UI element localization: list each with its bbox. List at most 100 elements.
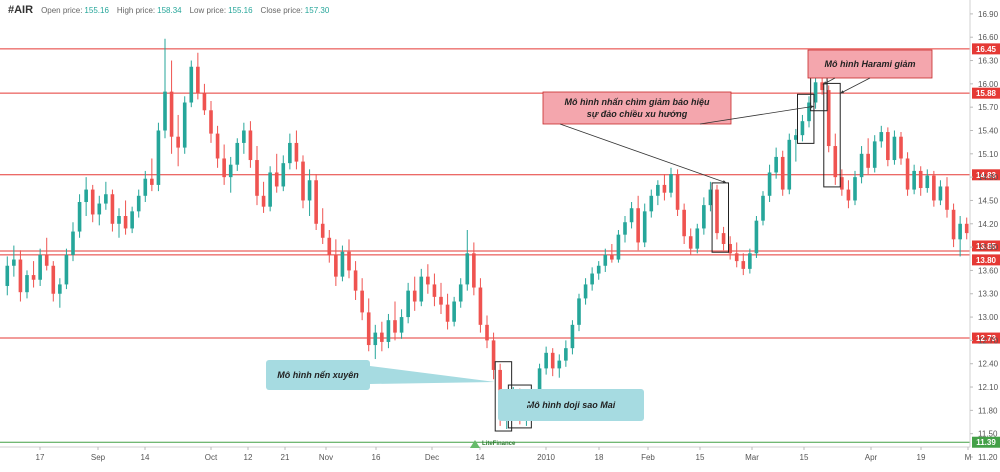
candle-body	[491, 340, 496, 370]
pattern-boxes: Mô hình Harami giảm Mô hình nhấn chìm giả…	[266, 49, 933, 432]
candle-body	[202, 93, 207, 111]
y-tick-label: 13.90	[978, 243, 999, 252]
logo-text: LiteFinance	[482, 441, 516, 447]
candle-body	[104, 194, 108, 204]
candle-body	[452, 301, 456, 322]
candle-body	[31, 275, 36, 280]
bearish-engulfing-box-1	[711, 182, 729, 253]
candle-body	[458, 284, 463, 302]
candle-body	[406, 290, 410, 318]
x-tick-label: 14	[141, 453, 150, 462]
candle-body	[610, 254, 614, 260]
candle-body	[833, 146, 838, 178]
candle-body	[550, 352, 555, 369]
candle-body	[314, 180, 318, 224]
candle-body	[695, 228, 700, 249]
candle-body	[590, 273, 594, 285]
candle-body	[688, 236, 693, 249]
y-tick-label: 15.10	[978, 150, 999, 159]
candle-body	[748, 253, 752, 269]
candle-body	[340, 251, 345, 277]
logo-icon	[470, 440, 480, 448]
x-tick-label: Mar	[745, 453, 759, 462]
candle-body	[412, 290, 417, 302]
candle-body	[734, 253, 739, 262]
y-tick-label: 13.30	[978, 290, 999, 299]
candle-body	[905, 158, 910, 190]
close-value: 157.30	[304, 6, 330, 15]
candle-body	[189, 66, 194, 103]
candle-body	[399, 317, 404, 333]
candle-body	[465, 253, 470, 285]
price-level-tag-label: 13.80	[976, 256, 997, 265]
candle-body	[419, 276, 424, 302]
candle-body	[255, 160, 259, 196]
y-tick-label: 12.70	[978, 336, 999, 345]
y-tick-label: 11.20	[978, 453, 998, 462]
candle-body	[235, 142, 240, 165]
candle-body	[176, 136, 180, 148]
y-tick-label: 13.00	[978, 313, 999, 322]
y-tick-label: 15.40	[978, 126, 999, 135]
candle-body	[754, 220, 759, 254]
candle-body	[320, 223, 325, 238]
low-value: 155.16	[228, 6, 253, 15]
harami-arrow-2-head	[840, 90, 845, 94]
candle-body	[373, 332, 378, 346]
x-tick-label: Feb	[641, 453, 655, 462]
candle-body	[281, 163, 286, 187]
candle-body	[741, 261, 746, 269]
candle-body	[25, 275, 29, 293]
x-tick-label: 16	[372, 453, 381, 462]
candle-body	[557, 360, 562, 369]
candle-body	[596, 265, 601, 274]
candle-body	[656, 184, 660, 196]
candle-body	[932, 175, 936, 201]
candle-body	[662, 184, 667, 193]
price-level-tag	[972, 436, 1000, 448]
price-levels: 16.45 15.88 14.83 13.85 13.80 12.73 11.39	[0, 43, 1000, 448]
candle-body	[334, 254, 338, 277]
candle-body	[439, 296, 443, 305]
candle-body	[925, 175, 930, 189]
engulfing-note-bg	[542, 91, 732, 125]
candle-body	[537, 368, 542, 395]
candle-body	[899, 136, 903, 159]
price-level-tag-label: 11.39	[976, 438, 996, 447]
candle-body	[327, 237, 332, 255]
candle-body	[544, 352, 548, 369]
candle-body	[938, 186, 943, 201]
candle-body	[702, 205, 706, 229]
candle-body	[209, 110, 213, 134]
high-value: 158.34	[157, 6, 182, 15]
candle-body	[853, 177, 857, 201]
x-tick-label: 15	[800, 453, 809, 462]
candle-body	[288, 142, 292, 164]
price-level-tag-label: 15.88	[976, 89, 997, 98]
candle-body	[826, 90, 831, 147]
candle-body	[721, 233, 726, 244]
candle-body	[71, 231, 75, 255]
candle-body	[642, 211, 647, 243]
engulfing-arrow-2-head	[810, 105, 814, 109]
candle-body	[794, 135, 798, 140]
candle-body	[767, 172, 772, 196]
candle-body	[117, 216, 121, 224]
x-tick-label: 15	[696, 453, 705, 462]
candle-body	[761, 195, 765, 221]
candle-body	[682, 209, 686, 237]
candle-body	[892, 136, 897, 161]
price-level-tag-label: 13.85	[976, 242, 997, 251]
engulfing-arrow-1	[559, 123, 727, 184]
candle-body	[163, 91, 167, 131]
harami-note-text: Mô hình Harami giảm	[824, 59, 915, 69]
y-tick-label: 16.60	[978, 33, 999, 42]
candle-body	[5, 265, 10, 286]
candle-body	[110, 194, 115, 224]
candle-body	[97, 203, 102, 215]
x-tick-label: 2010	[537, 453, 555, 462]
axes: 16.90 16.60 16.30 16.00 15.70 15.40 15.10 14.80…	[0, 0, 999, 462]
candle-body	[846, 189, 851, 201]
